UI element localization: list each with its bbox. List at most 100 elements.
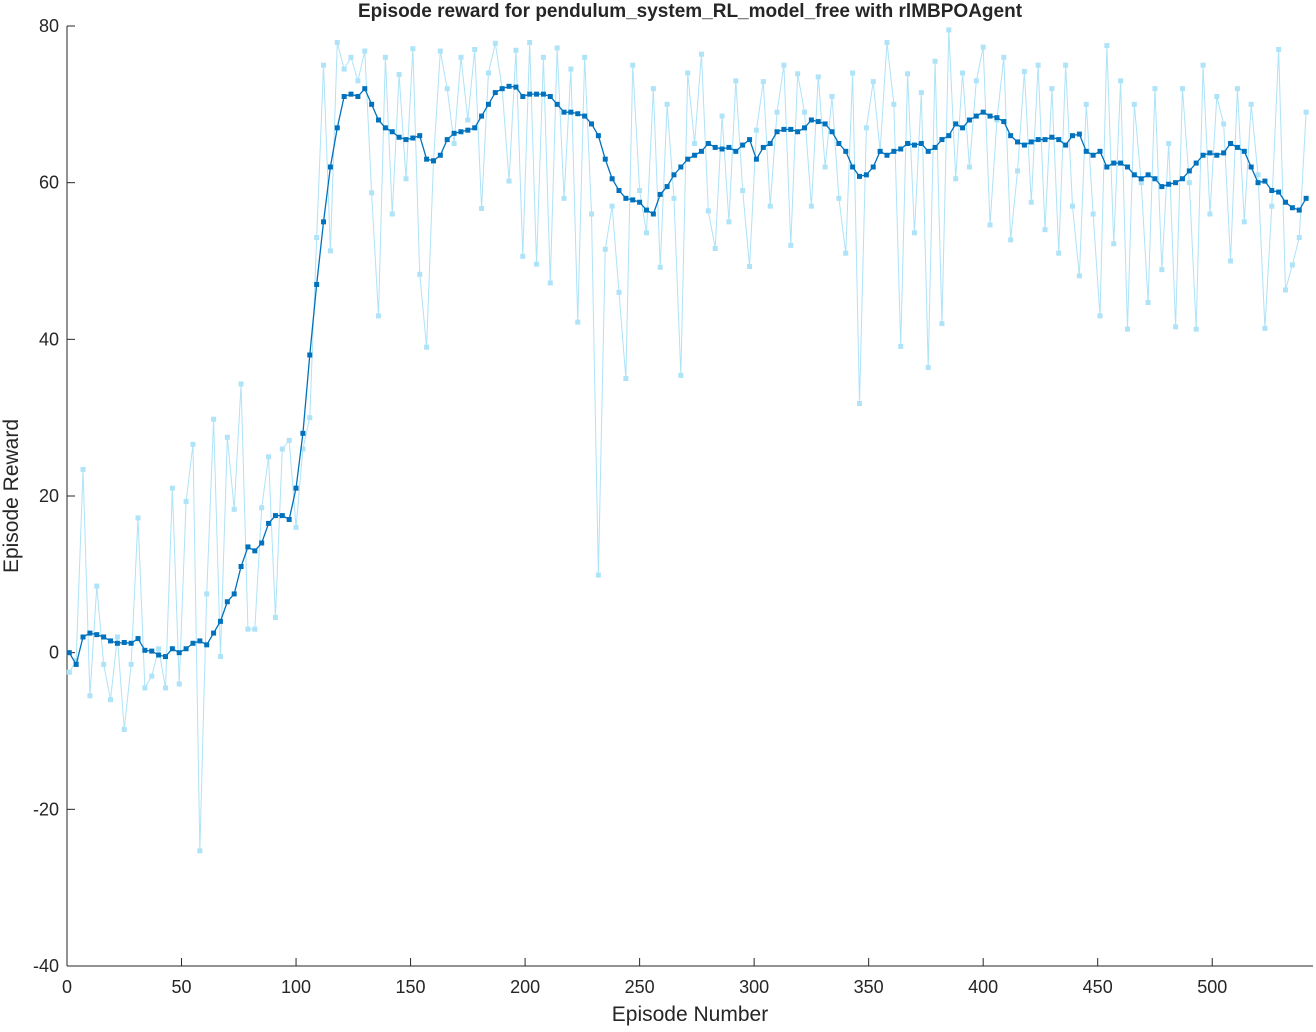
point-marker <box>527 39 533 45</box>
point-marker <box>534 261 540 267</box>
point-marker <box>259 540 265 546</box>
point-marker <box>685 70 691 76</box>
point-marker <box>575 111 581 117</box>
point-marker <box>1207 211 1213 217</box>
point-marker <box>293 485 299 491</box>
point-marker <box>547 280 553 286</box>
point-marker <box>973 113 979 119</box>
point-marker <box>389 129 395 135</box>
point-marker <box>479 113 485 119</box>
y-tick-label: -20 <box>33 799 59 819</box>
point-marker <box>946 133 952 139</box>
point-marker <box>657 264 663 270</box>
point-marker <box>884 152 890 158</box>
point-marker <box>1193 160 1199 166</box>
point-marker <box>314 235 320 240</box>
point-marker <box>183 498 189 504</box>
point-marker <box>602 156 608 162</box>
point-marker <box>891 148 897 154</box>
point-marker <box>1303 195 1309 201</box>
point-marker <box>190 441 196 447</box>
point-marker <box>747 137 753 143</box>
point-marker <box>1015 139 1021 145</box>
point-marker <box>1269 203 1275 209</box>
point-marker <box>973 78 979 84</box>
point-marker <box>1269 188 1275 193</box>
point-marker <box>472 125 478 131</box>
point-marker <box>279 446 285 452</box>
point-marker <box>1118 160 1124 166</box>
point-marker <box>1145 172 1151 178</box>
point-marker <box>362 86 368 92</box>
point-marker <box>314 282 320 287</box>
point-marker <box>376 117 381 123</box>
point-marker <box>568 109 574 115</box>
point-marker <box>829 94 835 99</box>
point-marker <box>843 148 849 154</box>
point-marker <box>1083 101 1089 107</box>
point-marker <box>726 144 732 150</box>
point-marker <box>753 156 759 162</box>
point-marker <box>905 141 911 146</box>
point-marker <box>114 640 120 646</box>
point-marker <box>740 142 746 148</box>
point-marker <box>994 115 1000 121</box>
x-tick-label: 50 <box>172 977 192 997</box>
point-marker <box>231 591 237 597</box>
point-marker <box>142 685 148 691</box>
point-marker <box>767 203 773 209</box>
point-marker <box>1193 326 1199 332</box>
point-marker <box>1131 172 1137 178</box>
point-marker <box>1186 168 1192 174</box>
point-marker <box>616 289 622 295</box>
point-marker <box>1283 199 1289 205</box>
point-marker <box>472 47 478 52</box>
point-marker <box>808 203 814 209</box>
point-marker <box>795 129 801 135</box>
point-marker <box>506 178 512 184</box>
point-marker <box>424 344 430 350</box>
point-marker <box>946 27 952 33</box>
chart-title: Episode reward for pendulum_system_RL_mo… <box>358 1 1023 22</box>
point-marker <box>1248 164 1254 170</box>
point-marker <box>918 90 924 96</box>
point-marker <box>568 66 574 72</box>
point-marker <box>630 197 636 203</box>
point-marker <box>589 121 595 127</box>
point-marker <box>582 54 588 60</box>
point-marker <box>637 188 643 193</box>
point-marker <box>1159 184 1165 190</box>
point-marker <box>1166 181 1172 187</box>
point-marker <box>293 524 299 530</box>
point-marker <box>66 669 72 675</box>
point-marker <box>224 434 230 440</box>
point-marker <box>396 134 402 140</box>
point-marker <box>492 90 498 96</box>
point-marker <box>238 381 244 387</box>
point-marker <box>1289 205 1295 211</box>
point-marker <box>891 101 897 107</box>
point-marker <box>417 271 423 277</box>
point-marker <box>822 164 828 170</box>
point-marker <box>1296 235 1302 240</box>
point-marker <box>66 650 72 656</box>
point-marker <box>898 343 904 349</box>
point-marker <box>870 164 876 170</box>
point-marker <box>197 848 203 854</box>
point-marker <box>1241 148 1247 154</box>
point-marker <box>643 207 649 213</box>
point-marker <box>73 658 79 663</box>
point-marker <box>479 206 485 212</box>
point-marker <box>1076 273 1082 279</box>
point-marker <box>1289 262 1295 268</box>
x-tick-label: 0 <box>62 977 72 997</box>
point-marker <box>911 230 917 236</box>
point-marker <box>204 642 210 648</box>
point-marker <box>939 137 945 143</box>
point-marker <box>1070 203 1076 209</box>
point-marker <box>966 164 972 170</box>
point-marker <box>149 673 155 679</box>
point-marker <box>698 51 704 57</box>
point-marker <box>204 591 210 597</box>
point-marker <box>678 372 684 378</box>
